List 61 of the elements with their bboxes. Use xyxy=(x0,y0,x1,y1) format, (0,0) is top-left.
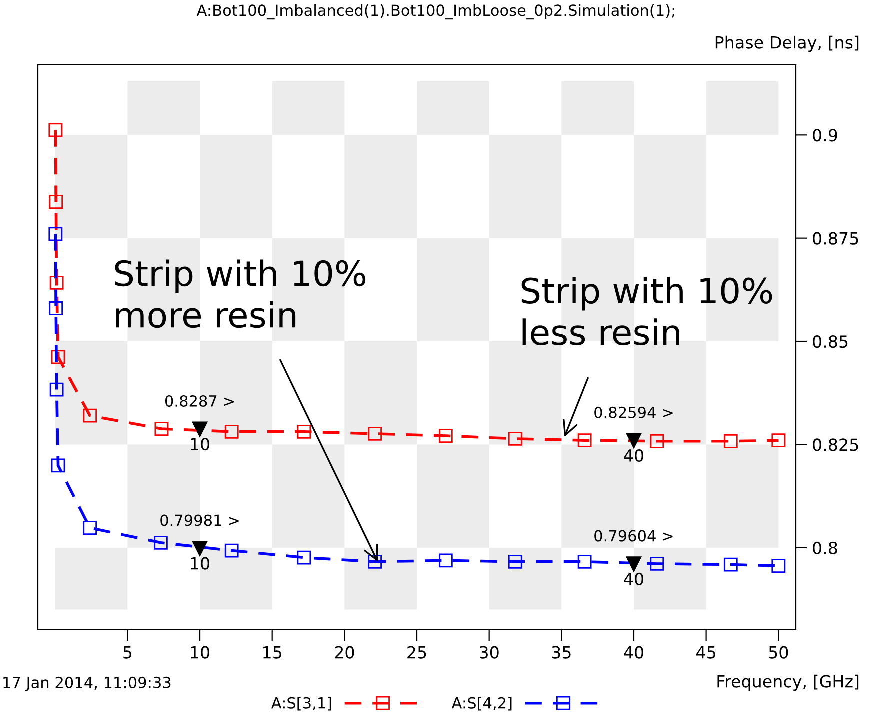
point xyxy=(368,554,382,569)
point xyxy=(48,227,63,242)
x-tick-label: 30 xyxy=(480,646,499,659)
point xyxy=(650,557,664,571)
x-tick-label: 15 xyxy=(264,646,282,659)
annotation: 0.82594 > xyxy=(594,406,673,418)
point xyxy=(650,434,664,448)
point xyxy=(578,554,592,569)
point xyxy=(224,424,239,439)
point xyxy=(368,427,382,441)
x-axis-title: Frequency, [GHz] xyxy=(718,674,859,692)
annotation: 0.79981 > xyxy=(160,514,239,526)
point xyxy=(297,424,312,439)
point xyxy=(51,458,66,473)
annotation: 0.79604 > xyxy=(594,530,673,542)
point xyxy=(51,350,66,364)
point xyxy=(83,521,98,536)
x-tick-label: 20 xyxy=(335,646,354,659)
x-tick-label: 35 xyxy=(552,646,571,659)
point xyxy=(49,195,64,209)
point xyxy=(83,408,98,423)
y-tick-label: 0.9 xyxy=(813,129,838,142)
y-axis-title: Phase Delay, [ns] xyxy=(716,36,859,52)
y-tick-label: 0.875 xyxy=(813,232,858,245)
point xyxy=(578,434,592,448)
annotation: Strip with 10% less resin xyxy=(522,277,772,346)
annotation: 40 xyxy=(624,449,644,462)
point xyxy=(438,429,453,443)
annotation: 0.8287 > xyxy=(165,395,234,408)
point xyxy=(50,276,64,290)
point xyxy=(772,434,786,448)
x-tick-label: 40 xyxy=(624,646,644,659)
annotation: Strip with 10% more resin xyxy=(115,260,366,328)
annotation: 10 xyxy=(191,557,210,570)
annotation: 40 xyxy=(624,572,644,586)
point xyxy=(48,123,63,138)
x-tick-label: 45 xyxy=(696,646,716,659)
point xyxy=(438,554,453,568)
point xyxy=(49,302,64,316)
annotation: 10 xyxy=(191,438,210,451)
legend-label: A:S[3,1] xyxy=(271,697,332,711)
y-tick-label: 0.825 xyxy=(813,438,858,452)
legend-label: A:S[4,2] xyxy=(452,697,512,711)
y-tick-label: 0.85 xyxy=(813,335,848,348)
point xyxy=(772,559,786,573)
point xyxy=(508,432,522,446)
x-tick-label: 25 xyxy=(408,646,426,659)
point xyxy=(154,422,169,436)
point xyxy=(297,550,312,565)
x-tick-label: 5 xyxy=(124,646,132,659)
chart-title: A:Bot100_Imbalanced(1).Bot100_ImbLoose_0p2.Simulation(1); xyxy=(196,4,674,20)
point xyxy=(50,382,64,397)
text: 17 Jan 2014, 11:09:33 xyxy=(4,676,171,692)
point xyxy=(724,434,738,448)
point xyxy=(508,554,522,569)
point xyxy=(154,536,168,550)
point xyxy=(224,544,239,558)
point xyxy=(724,558,738,572)
y-tick-label: 0.8 xyxy=(813,542,838,554)
x-tick-label: 10 xyxy=(191,646,210,659)
x-tick-label: 50 xyxy=(769,646,788,659)
